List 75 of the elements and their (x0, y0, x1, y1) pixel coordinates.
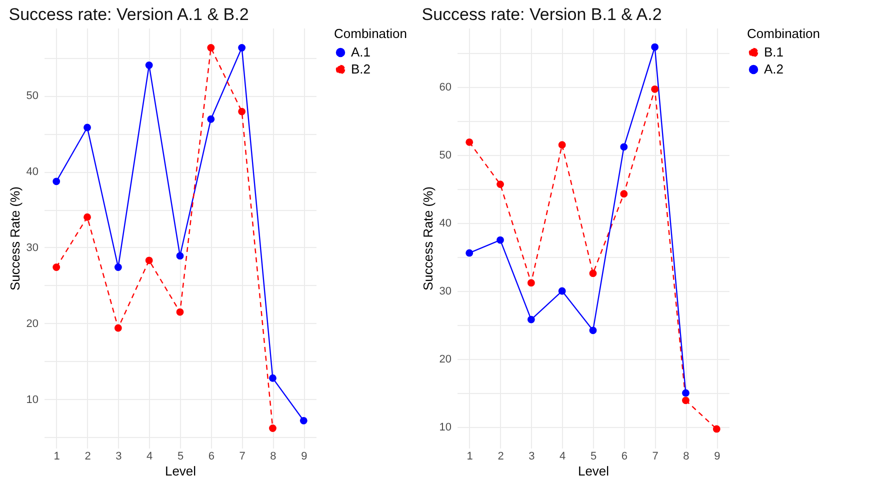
point (84, 124, 91, 132)
point (558, 287, 566, 295)
legend-title: Combination (747, 26, 820, 41)
y-tick-label: 40 (439, 218, 452, 230)
legend-label: A.2 (764, 62, 784, 76)
point (527, 316, 535, 324)
x-tick-label: 4 (146, 450, 153, 462)
y-tick-label: 20 (439, 353, 452, 366)
point (620, 190, 628, 198)
point (620, 143, 628, 151)
point (145, 256, 153, 264)
y-axis-title: Success Rate (%) (7, 186, 22, 291)
point (558, 141, 566, 149)
point (651, 85, 659, 93)
point (527, 279, 535, 287)
point (589, 326, 597, 334)
point (712, 425, 720, 433)
legend-label: A.1 (351, 44, 371, 60)
point (238, 44, 246, 52)
y-tick-label: 50 (26, 90, 38, 102)
point (589, 270, 597, 278)
x-axis-title: Level (164, 464, 196, 478)
x-axis-title: Level (578, 464, 610, 478)
chart-title: Success rate: Version A.1 & B.2 (8, 5, 249, 24)
legend-label: B.2 (351, 62, 371, 76)
x-tick-label: 4 (560, 450, 566, 462)
point (145, 62, 153, 69)
point (84, 213, 91, 221)
x-tick-label: 7 (652, 450, 658, 462)
point (496, 236, 504, 244)
x-tick-label: 6 (621, 450, 628, 462)
y-tick-label: 10 (26, 394, 38, 406)
x-tick-label: 5 (177, 450, 184, 462)
point (52, 264, 60, 271)
point (682, 389, 690, 397)
point (114, 264, 122, 271)
x-tick-label: 1 (54, 450, 60, 462)
point (466, 249, 474, 257)
x-tick-label: 1 (466, 450, 473, 462)
point (496, 180, 504, 188)
point (176, 252, 184, 260)
legend-label: B.1 (764, 44, 784, 60)
point (238, 108, 246, 116)
x-tick-label: 8 (683, 450, 690, 462)
y-tick-label: 30 (439, 286, 452, 298)
point (269, 374, 276, 382)
y-tick-label: 10 (439, 421, 452, 434)
point (300, 416, 308, 424)
y-tick-label: 20 (26, 318, 38, 330)
x-tick-label: 3 (528, 450, 535, 462)
y-tick-label: 50 (439, 150, 452, 162)
x-tick-label: 9 (301, 450, 308, 462)
x-tick-label: 9 (714, 450, 720, 462)
y-axis-title: Success Rate (%) (420, 186, 436, 291)
x-tick-label: 8 (270, 450, 276, 462)
x-tick-label: 6 (208, 450, 214, 462)
point (176, 308, 184, 316)
point (207, 44, 215, 52)
point (466, 138, 474, 146)
legend-title: Combination (334, 26, 407, 41)
y-tick-label: 60 (439, 82, 452, 94)
point (52, 178, 60, 186)
point (651, 43, 659, 51)
chart-title: Success rate: Version B.1 & A.2 (422, 5, 662, 24)
x-tick-label: 7 (239, 450, 246, 462)
point (207, 115, 215, 123)
x-tick-label: 3 (116, 450, 122, 462)
y-tick-label: 30 (26, 242, 38, 254)
x-tick-label: 5 (590, 450, 597, 462)
point (269, 424, 276, 432)
x-tick-label: 2 (498, 450, 504, 462)
point (682, 396, 690, 404)
point (114, 324, 122, 332)
x-tick-label: 2 (84, 450, 91, 462)
y-tick-label: 40 (26, 166, 38, 178)
